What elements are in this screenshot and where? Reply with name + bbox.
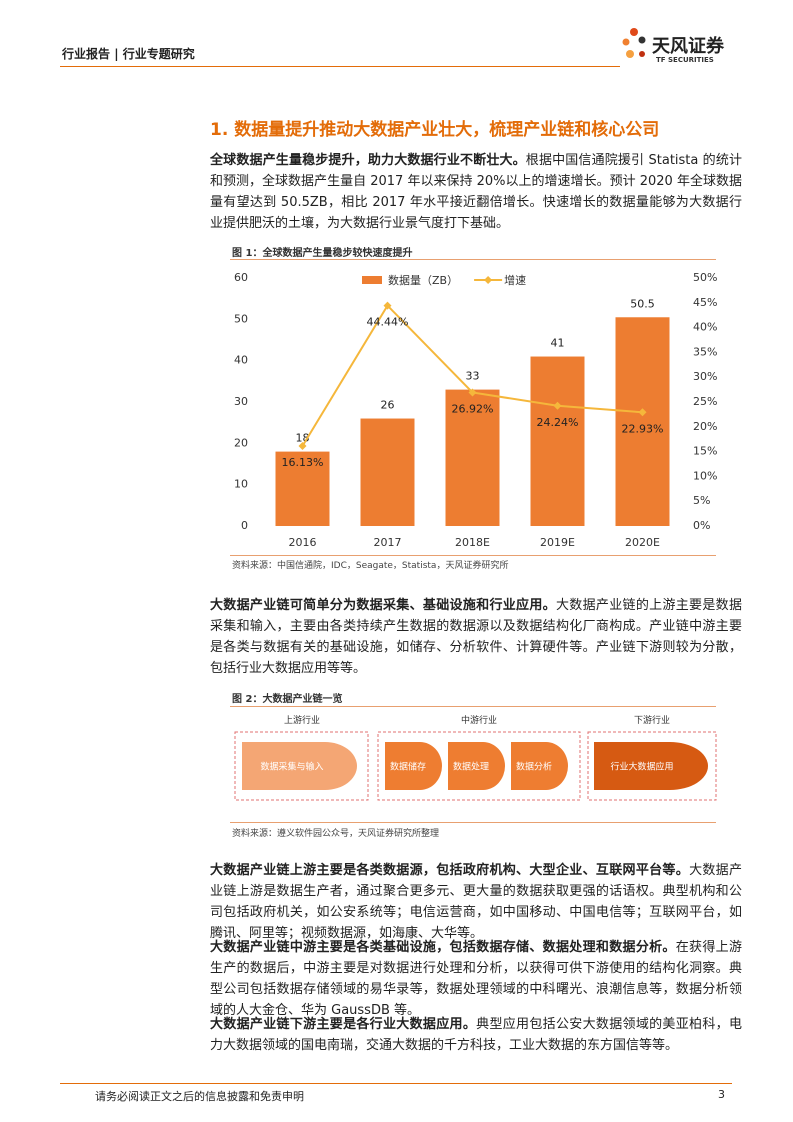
y2-tick-label: 40% bbox=[693, 321, 717, 334]
stage-label: 行业大数据应用 bbox=[610, 761, 673, 773]
lead: 大数据产业链上游主要是各类数据源，包括政府机构、大型企业、互联网平台等。 bbox=[210, 863, 690, 878]
logo-cn: 天风证券 bbox=[652, 36, 724, 57]
y-tick-label: 40 bbox=[234, 354, 248, 367]
y-tick-label: 10 bbox=[234, 478, 248, 491]
paragraph: 大数据产业链可简单分为数据采集、基础设施和行业应用。大数据产业链的上游主要是数据… bbox=[210, 595, 742, 679]
group-title: 中游行业 bbox=[461, 714, 497, 726]
y2-tick-label: 10% bbox=[693, 469, 717, 482]
section-title: 1. 数据量提升推动大数据产业壮大，梳理产业链和核心公司 bbox=[210, 120, 660, 140]
stage-shape bbox=[511, 742, 568, 790]
y2-tick-label: 25% bbox=[693, 395, 717, 408]
header-rule bbox=[60, 66, 620, 67]
footer-rule bbox=[60, 1083, 732, 1084]
bar-value-label: 26 bbox=[381, 399, 395, 412]
legend-label: 增速 bbox=[504, 273, 526, 287]
legend-swatch bbox=[484, 276, 493, 284]
logo-en: TF SECURITIES bbox=[656, 56, 714, 64]
bar bbox=[615, 317, 670, 526]
figure-source: 资料来源：遵义软件园公众号，天风证券研究所整理 bbox=[232, 829, 440, 839]
group-box bbox=[234, 731, 369, 801]
report-type: 行业报告 bbox=[62, 47, 111, 61]
body: 大数据产业链的上游主要是数据采集和输入，主要由各类持续产生数据的数据源以及数据结… bbox=[210, 598, 742, 676]
body: 根据中国信通院援引 Statista 的统计和预测，全球数据产生量自 2017 … bbox=[210, 153, 742, 231]
figure-source: 资料来源：中国信通院，IDC，Seagate，Statista，天风证券研究所 bbox=[232, 561, 509, 571]
y2-tick-label: 15% bbox=[693, 445, 717, 458]
bar bbox=[445, 389, 500, 526]
stage-shape bbox=[594, 742, 708, 790]
x-tick-label: 2019E bbox=[540, 536, 575, 549]
y2-tick-label: 20% bbox=[693, 420, 717, 433]
x-tick-label: 2020E bbox=[625, 536, 660, 549]
body: 典型应用包括公安大数据领域的美亚柏科，电力大数据领域的国电南瑞，交通大数据的千方… bbox=[210, 1017, 742, 1053]
y-tick-label: 60 bbox=[234, 271, 248, 284]
y2-tick-label: 5% bbox=[693, 494, 710, 507]
source-rule bbox=[230, 822, 716, 823]
lead: 全球数据产生量稳步提升，助力大数据行业不断壮大。 bbox=[210, 153, 526, 168]
line-marker bbox=[298, 441, 307, 450]
group-box bbox=[377, 731, 581, 801]
chain-diagram: 上游行业 中游行业 下游行业 数据采集与输入 数据储存 数据处理 数据分析 行业… bbox=[234, 714, 717, 801]
header-left: 行业报告 | 行业专题研究 bbox=[62, 47, 195, 61]
bar-value-label: 41 bbox=[551, 337, 565, 350]
caption-rule bbox=[230, 259, 716, 260]
lead: 大数据产业链下游主要是各行业大数据应用。 bbox=[210, 1017, 477, 1032]
x-tick-label: 2017 bbox=[374, 536, 402, 549]
line-marker bbox=[383, 301, 392, 310]
line-value-label: 44.44% bbox=[367, 316, 409, 329]
x-tick-label: 2016 bbox=[289, 536, 317, 549]
line-marker bbox=[553, 401, 562, 410]
stage-label: 数据采集与输入 bbox=[260, 761, 323, 773]
bar bbox=[360, 418, 415, 526]
x-tick-label: 2018E bbox=[455, 536, 490, 549]
group-box bbox=[587, 731, 717, 801]
legend-swatch bbox=[362, 276, 382, 284]
line-value-label: 24.24% bbox=[537, 416, 579, 429]
stage-label: 数据储存 bbox=[390, 761, 426, 773]
figure-caption: 图 1：全球数据产生量稳步较快速度提升 bbox=[232, 248, 413, 259]
bar-value-label: 50.5 bbox=[630, 297, 655, 310]
group-title: 上游行业 bbox=[284, 714, 320, 726]
y2-tick-label: 0% bbox=[693, 519, 710, 532]
stage-shape bbox=[242, 742, 357, 790]
y2-tick-label: 30% bbox=[693, 370, 717, 383]
logo-icon bbox=[622, 28, 646, 58]
line-value-label: 22.93% bbox=[622, 422, 664, 435]
y-tick-label: 20 bbox=[234, 436, 248, 449]
body: 大数据产业链上游是数据生产者，通过聚合更多元、更大量的数据获取更强的话语权。典型… bbox=[210, 863, 742, 941]
stage-shape bbox=[385, 742, 442, 790]
bar bbox=[530, 356, 585, 526]
paragraph: 大数据产业链上游主要是各类数据源，包括政府机构、大型企业、互联网平台等。大数据产… bbox=[210, 860, 742, 944]
figure-caption: 图 2：大数据产业链一览 bbox=[232, 694, 343, 705]
stage-label: 数据分析 bbox=[516, 761, 552, 773]
legend-label: 数据量（ZB） bbox=[388, 273, 458, 287]
group-title: 下游行业 bbox=[634, 714, 670, 726]
bar-value-label: 33 bbox=[466, 370, 480, 383]
paragraph: 全球数据产生量稳步提升，助力大数据行业不断壮大。根据中国信通院援引 Statis… bbox=[210, 150, 742, 234]
line-marker bbox=[638, 408, 647, 417]
stage-label: 数据处理 bbox=[453, 761, 489, 773]
caption-rule bbox=[230, 706, 716, 707]
y-tick-label: 0 bbox=[241, 519, 248, 532]
paragraph: 大数据产业链下游主要是各行业大数据应用。典型应用包括公安大数据领域的美亚柏科，电… bbox=[210, 1014, 742, 1056]
paragraph: 大数据产业链中游主要是各类基础设施，包括数据存储、数据处理和数据分析。在获得上游… bbox=[210, 937, 742, 1021]
bar bbox=[275, 451, 330, 526]
lead: 大数据产业链可简单分为数据采集、基础设施和行业应用。 bbox=[210, 598, 556, 613]
chart: 0 10 20 30 40 50 60 0% 5% 10% 15% 20% 25% 30% 35% 40% 45… bbox=[234, 271, 717, 549]
page-number: 3 bbox=[718, 1088, 725, 1101]
body: 在获得上游生产的数据后，中游主要是对数据进行处理和分析，以获得可供下游使用的结构… bbox=[210, 940, 742, 1018]
report-sub: 行业专题研究 bbox=[122, 47, 195, 61]
stage-shape bbox=[448, 742, 505, 790]
line-value-label: 26.92% bbox=[452, 402, 494, 415]
line-marker bbox=[468, 388, 477, 397]
footer-disclaimer: 请务必阅读正文之后的信息披露和免责申明 bbox=[95, 1090, 304, 1103]
y2-tick-label: 45% bbox=[693, 296, 717, 309]
y-tick-label: 30 bbox=[234, 395, 248, 408]
source-rule bbox=[230, 555, 716, 556]
line-value-label: 16.13% bbox=[282, 456, 324, 469]
y2-tick-label: 50% bbox=[693, 271, 717, 284]
y2-tick-label: 35% bbox=[693, 345, 717, 358]
y-tick-label: 50 bbox=[234, 312, 248, 325]
lead: 大数据产业链中游主要是各类基础设施，包括数据存储、数据处理和数据分析。 bbox=[210, 940, 676, 955]
